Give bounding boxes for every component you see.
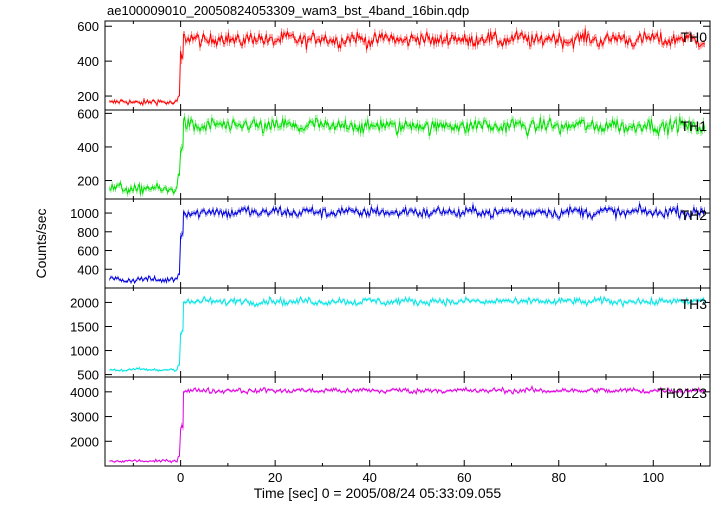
y-tick-label: 400	[77, 140, 99, 155]
y-tick-label: 600	[77, 106, 99, 121]
y-tick-label: 1000	[70, 344, 99, 359]
series-line-th2	[109, 203, 706, 284]
panel-frame-th0123	[104, 376, 711, 467]
x-tick-label: 60	[457, 470, 471, 485]
panel-label-th3: TH3	[681, 296, 708, 312]
panel-label-th2: TH2	[681, 207, 708, 223]
series-line-th0	[109, 28, 705, 107]
x-tick-label: 100	[642, 470, 664, 485]
panel-label-th0: TH0	[681, 29, 708, 45]
y-tick-label: 1500	[70, 319, 99, 334]
y-tick-label: 400	[77, 54, 99, 69]
y-tick-label: 4000	[70, 385, 99, 400]
y-tick-label: 800	[77, 225, 99, 240]
y-tick-label: 600	[77, 244, 99, 259]
series-line-th1	[109, 116, 706, 195]
panel-label-th1: TH1	[681, 118, 708, 134]
y-tick-label: 2000	[70, 434, 99, 449]
y-tick-label: 200	[77, 174, 99, 189]
series-line-th0123	[109, 385, 705, 464]
x-tick-label: 20	[268, 470, 282, 485]
y-tick-label: 500	[77, 368, 99, 383]
x-tick-label: 40	[362, 470, 376, 485]
x-axis-label: Time [sec] 0 = 2005/08/24 05:33:09.055	[254, 485, 502, 501]
y-axis-label: Counts/sec	[33, 208, 49, 278]
series-errorbars-th3	[109, 295, 705, 373]
series-errorbars-th0123	[109, 385, 705, 464]
y-tick-label: 3000	[70, 410, 99, 425]
panel-label-th0123: TH0123	[657, 385, 707, 401]
y-tick-label: 400	[77, 262, 99, 277]
y-tick-label: 1000	[70, 206, 99, 221]
chart-title: ae100009010_20050824053309_wam3_bst_4ban…	[107, 3, 470, 18]
y-tick-label: 2000	[70, 295, 99, 310]
series-line-th3	[109, 295, 706, 373]
x-tick-label: 80	[552, 470, 566, 485]
y-tick-label: 200	[77, 89, 99, 104]
x-tick-label: 0	[177, 470, 184, 485]
y-tick-label: 600	[77, 19, 99, 34]
